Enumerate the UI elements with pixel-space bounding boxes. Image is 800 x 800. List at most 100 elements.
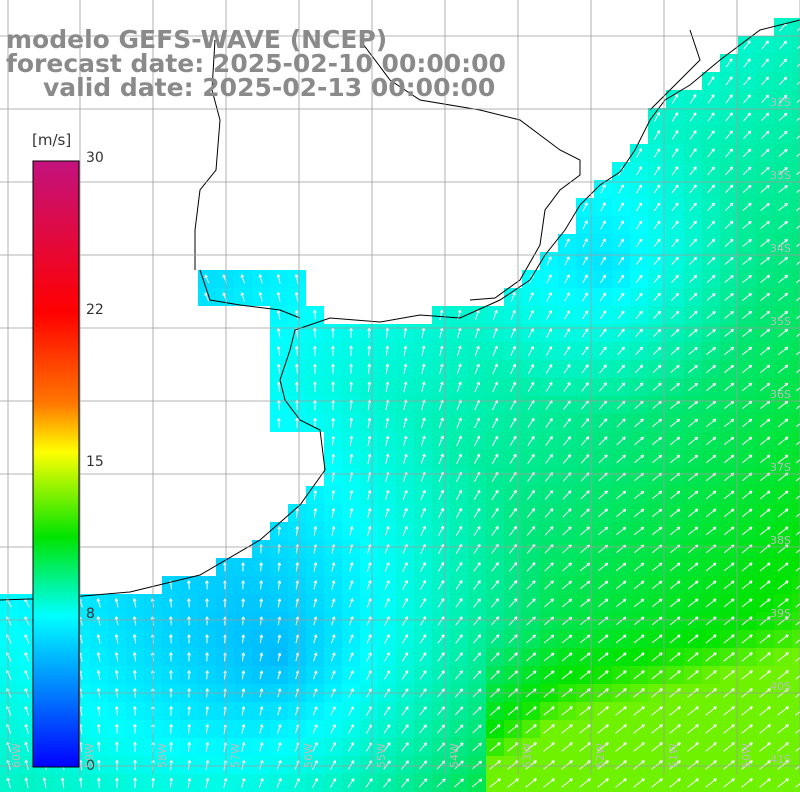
wind-arrow [705, 760, 717, 770]
wind-arrow [779, 40, 788, 50]
wind-arrow [689, 220, 697, 230]
wind-arrow [597, 778, 609, 788]
wind-arrow [455, 652, 463, 662]
wind-arrow [472, 724, 482, 734]
wind-arrow [579, 778, 591, 788]
wind-arrow [455, 562, 463, 572]
wind-arrow [276, 742, 282, 752]
wind-arrow [169, 652, 173, 662]
wind-arrow [133, 741, 137, 752]
wind-arrow [778, 274, 789, 284]
wind-arrow [151, 777, 156, 789]
wind-arrow [581, 328, 589, 338]
wind-arrow [597, 670, 609, 680]
wind-arrow [561, 706, 573, 716]
wind-arrow [561, 670, 573, 680]
wind-arrow [615, 742, 627, 752]
wind-arrow [579, 598, 591, 608]
wind-arrow [743, 40, 751, 50]
wind-arrow [400, 778, 410, 788]
wind-arrow [437, 634, 445, 644]
wind-arrow [276, 345, 281, 356]
wind-speed-cell [792, 252, 800, 270]
wind-arrow [670, 436, 681, 446]
wind-arrow [294, 363, 299, 374]
wind-arrow [205, 724, 210, 734]
wind-arrow [580, 436, 590, 446]
wind-arrow [759, 418, 771, 428]
wind-arrow [133, 777, 137, 789]
wind-arrow [277, 562, 282, 572]
wind-arrow [759, 706, 771, 716]
wind-arrow [687, 778, 699, 788]
wind-arrow [777, 724, 789, 734]
wind-arrow [96, 759, 101, 771]
wind-arrow [383, 724, 391, 734]
wind-arrow [777, 778, 789, 788]
wind-arrow [492, 417, 499, 429]
wind-speed-cell [792, 342, 800, 360]
wind-arrow [544, 580, 554, 590]
wind-arrow [778, 58, 788, 68]
wind-arrow [385, 417, 390, 429]
wind-arrow [707, 76, 715, 86]
wind-arrow [366, 562, 372, 572]
wind-arrow [313, 508, 318, 518]
wind-arrow [349, 417, 354, 429]
colorbar-tick-15: 15 [86, 454, 104, 470]
wind-arrow [401, 706, 409, 716]
wind-arrow [777, 652, 789, 662]
wind-arrow [259, 598, 264, 608]
wind-arrow [403, 363, 408, 375]
wind-arrow [349, 381, 354, 393]
wind-arrow [707, 94, 715, 104]
wind-arrow [689, 166, 697, 176]
wind-arrow [349, 580, 354, 590]
wind-arrow [743, 94, 751, 104]
wind-arrow [777, 616, 789, 626]
wind-arrow [600, 256, 606, 266]
wind-arrow [384, 598, 390, 608]
wind-arrow [115, 759, 119, 770]
wind-arrow [528, 292, 534, 302]
wind-arrow [473, 598, 481, 608]
wind-arrow [561, 760, 573, 770]
wind-arrow [706, 382, 717, 392]
wind-arrow [169, 741, 174, 752]
wind-arrow [114, 652, 119, 662]
lat-label: 39S [770, 607, 791, 620]
wind-arrow [597, 706, 609, 716]
wind-arrow [597, 616, 609, 626]
wind-arrow [312, 778, 318, 788]
wind-arrow [526, 526, 536, 536]
wind-arrow [581, 364, 589, 374]
wind-arrow [688, 346, 698, 355]
wind-arrow [724, 256, 734, 265]
wind-arrow [489, 724, 501, 734]
lat-lon-grid [0, 0, 800, 775]
wind-arrow [671, 112, 679, 122]
wind-arrow [508, 580, 518, 590]
wind-arrow [795, 711, 800, 716]
wind-arrow [295, 562, 300, 572]
wind-arrow [545, 346, 553, 356]
wind-arrow [742, 148, 752, 158]
lon-label: 56W [302, 743, 315, 768]
wind-arrow [617, 310, 625, 320]
wind-arrow [687, 760, 699, 770]
wind-arrow [636, 184, 643, 194]
wind-arrow [687, 490, 699, 500]
wind-arrow [618, 238, 625, 248]
wind-arrow [669, 778, 681, 788]
wind-arrow [582, 274, 588, 284]
wind-arrow [635, 328, 643, 338]
wind-arrow [258, 274, 263, 284]
wind-arrow [796, 135, 800, 139]
wind-arrow [241, 742, 246, 752]
wind-arrow [509, 453, 517, 464]
wind-arrow [24, 670, 30, 680]
wind-speed-cell [792, 72, 800, 90]
wind-arrow [759, 580, 771, 590]
lat-label: 38S [770, 534, 791, 547]
wind-arrow [277, 652, 282, 662]
